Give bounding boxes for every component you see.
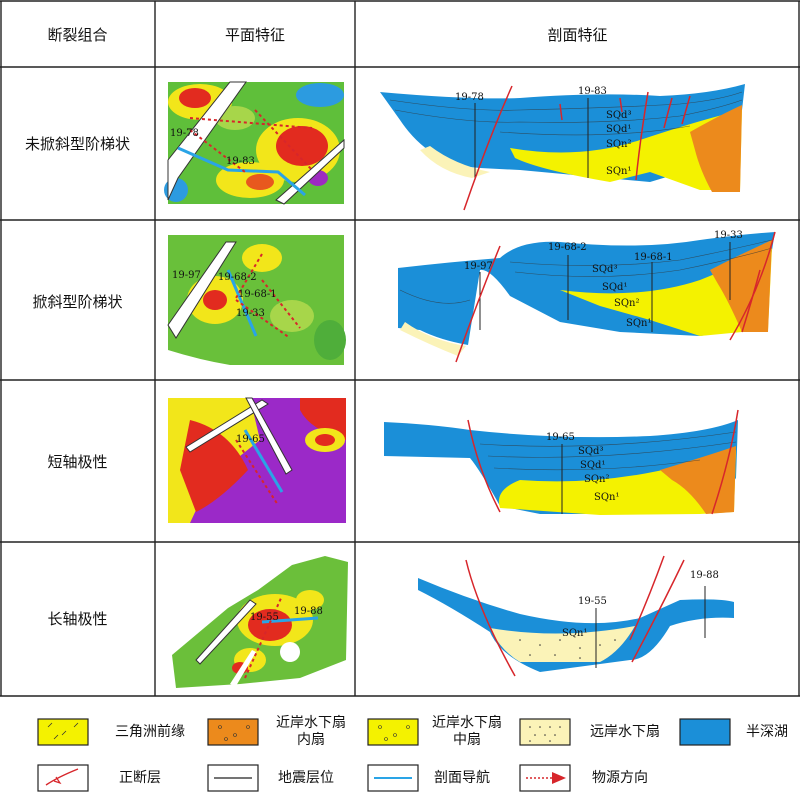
- sequence-label: SQn²: [584, 474, 610, 485]
- well-label: 19-65: [546, 432, 575, 443]
- legend-inner-fan: 近岸水下扇 内扇: [276, 715, 346, 748]
- section-row4: [418, 555, 734, 677]
- legend-profile-navigation: 剖面导航: [434, 770, 490, 786]
- well-label: 19-68-2: [218, 272, 257, 283]
- legend-source-direction: 物源方向: [592, 770, 648, 786]
- well-label: 19-68-1: [238, 289, 277, 300]
- row-label-short-axis-polarity: 短轴极性: [47, 453, 108, 471]
- legend-delta-front: 三角洲前缘: [115, 724, 185, 740]
- header-plan-features: 平面特征: [224, 26, 285, 44]
- well-label: 19-97: [172, 270, 201, 281]
- well-label: 19-88: [690, 570, 719, 581]
- plan-map-row4: [172, 556, 348, 688]
- well-label: 19-33: [236, 308, 265, 319]
- row-label-tilted-stepped: 掀斜型阶梯状: [32, 293, 123, 311]
- table-grid: [0, 0, 800, 697]
- legend-semi-deep-lake: 半深湖: [746, 724, 788, 740]
- legend-distal-fan: 远岸水下扇: [590, 724, 660, 740]
- sequence-label: SQn¹: [606, 166, 632, 177]
- well-label: 19-68-2: [548, 242, 587, 253]
- well-label: 19-33: [714, 230, 743, 241]
- sequence-label: SQd¹: [580, 460, 606, 471]
- section-row1: [380, 84, 745, 211]
- row-label-untilted-stepped: 未掀斜型阶梯状: [24, 135, 130, 153]
- plan-map-row3: [168, 397, 346, 523]
- well-label: 19-88: [294, 606, 323, 617]
- sequence-label: SQn²: [614, 298, 640, 309]
- legend: 三角洲前缘 近岸水下扇 内扇 近岸水下扇 中扇 远岸水下扇 半深湖 正断层 地震…: [0, 697, 800, 797]
- sequence-label: SQd¹: [606, 124, 632, 135]
- well-label: 19-55: [578, 596, 607, 607]
- facies-table: 断裂组合 平面特征 剖面特征 未掀斜型阶梯状 掀斜型阶梯状 短轴极性 长轴极性 …: [0, 0, 800, 697]
- well-label: 19-97: [464, 261, 493, 272]
- sequence-label: SQn¹: [562, 628, 588, 639]
- plan-map-row1: [164, 81, 345, 205]
- well-label: 19-78: [170, 128, 199, 139]
- legend-swatches: [37, 718, 731, 792]
- sequence-label: SQn²: [606, 139, 632, 150]
- legend-normal-fault: 正断层: [119, 770, 161, 786]
- sequence-label: SQd³: [606, 110, 632, 121]
- sequence-label: SQd³: [578, 446, 604, 457]
- well-label: 19-55: [250, 612, 279, 623]
- sequence-label: SQn¹: [626, 318, 652, 329]
- well-label: 19-78: [455, 92, 484, 103]
- well-label: 19-83: [226, 156, 255, 167]
- well-label: 19-83: [578, 86, 607, 97]
- section-row2: [398, 231, 776, 363]
- sequence-label: SQd³: [592, 264, 618, 275]
- section-row3: [384, 409, 739, 515]
- sequence-label: SQd¹: [602, 282, 628, 293]
- legend-middle-fan: 近岸水下扇 中扇: [432, 715, 502, 748]
- sequence-label: SQn¹: [594, 492, 620, 503]
- plan-map-row2: [167, 235, 346, 365]
- well-label: 19-68-1: [634, 252, 673, 263]
- header-section-features: 剖面特征: [547, 26, 608, 44]
- row-label-long-axis-polarity: 长轴极性: [47, 610, 108, 628]
- well-label: 19-65: [236, 434, 265, 445]
- legend-seismic-horizon: 地震层位: [278, 770, 334, 786]
- header-fault-combination: 断裂组合: [47, 26, 108, 44]
